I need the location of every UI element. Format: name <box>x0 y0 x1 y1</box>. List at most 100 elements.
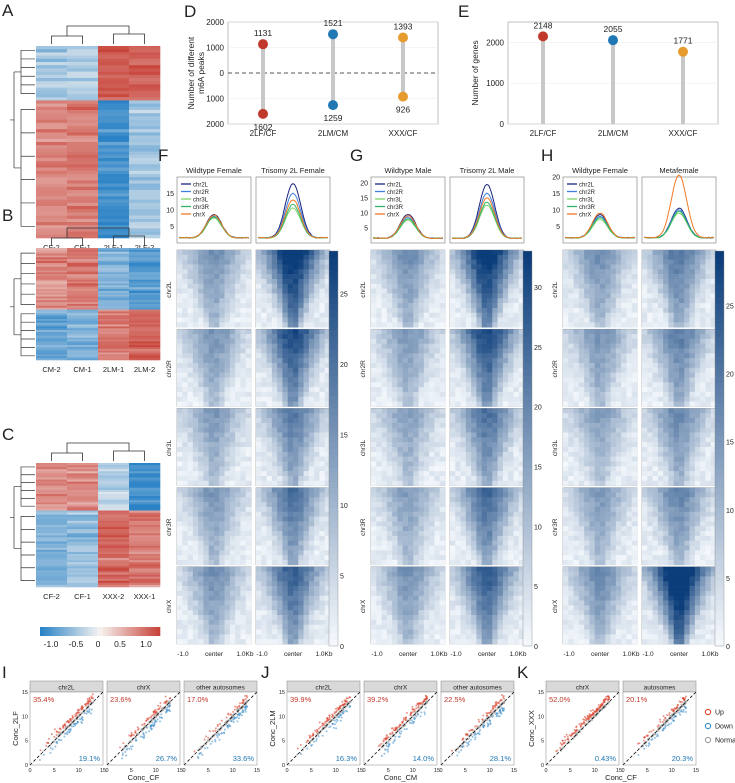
heatmap-cell <box>229 535 236 541</box>
heatmap-cell <box>513 278 520 285</box>
heatmap-cell <box>224 590 231 597</box>
heatmap-cell <box>308 600 315 606</box>
heatmap-cell <box>450 456 456 462</box>
heatmap-cell <box>298 605 304 611</box>
heatmap-cell <box>314 624 320 630</box>
heatmap-cell <box>513 418 520 424</box>
heatmap-cell <box>434 358 441 364</box>
heatmap-cell <box>129 332 161 335</box>
heatmap-cell <box>392 413 398 419</box>
heatmap-cell <box>198 396 204 402</box>
heatmap-cell <box>418 334 425 340</box>
heatmap-cell <box>129 138 161 143</box>
heatmap-cell <box>98 477 130 480</box>
heatmap-cell <box>298 377 304 383</box>
heatmap-cell <box>413 422 419 429</box>
heatmap-cell <box>492 418 498 424</box>
heatmap-cell <box>413 639 419 645</box>
heatmap-cell <box>208 624 215 630</box>
heatmap-cell <box>214 387 220 393</box>
heatmap-cell <box>303 466 310 472</box>
heatmap-cell <box>98 516 130 520</box>
heatmap-cell <box>98 277 130 281</box>
heatmap-cell <box>203 605 210 611</box>
heatmap-cell <box>271 471 278 477</box>
heatmap-cell <box>177 619 183 626</box>
heatmap-cell <box>497 418 504 424</box>
heatmap-cell <box>376 427 382 433</box>
heatmap-cell <box>67 496 99 499</box>
heatmap-cell <box>129 294 161 297</box>
heatmap-cell <box>229 362 236 369</box>
heatmap-cell <box>508 442 514 448</box>
heatmap-cell <box>271 559 278 566</box>
heatmap-cell <box>36 46 68 50</box>
heatmap-column-label: CF-1 <box>74 592 91 601</box>
heatmap-cell <box>224 492 231 498</box>
heatmap-cell <box>287 348 294 354</box>
heatmap-cell <box>319 619 326 626</box>
panel-letter-d: D <box>184 2 196 21</box>
heatmap-cell <box>492 461 498 467</box>
heatmap-cell <box>182 480 188 486</box>
heatmap-cell <box>287 250 294 256</box>
heatmap-cell <box>214 312 220 318</box>
heatmap-cell <box>261 526 267 532</box>
heatmap-cell <box>487 259 493 265</box>
heatmap-cell <box>224 307 231 314</box>
heatmap-cell <box>266 497 273 503</box>
heatmap-cell <box>413 629 419 635</box>
heatmap-cell <box>261 590 267 597</box>
heatmap-cell <box>397 586 404 592</box>
heatmap-cell <box>471 382 477 388</box>
heatmap-cell <box>423 442 430 448</box>
heatmap-cell <box>476 447 483 453</box>
heatmap-cell <box>418 511 425 517</box>
heatmap-cell <box>129 320 161 323</box>
heatmap-cell <box>98 272 130 275</box>
heatmap-cell <box>308 317 315 323</box>
heatmap-cell <box>235 492 241 498</box>
heatmap-cell <box>386 624 393 630</box>
heatmap-cell <box>287 550 294 556</box>
heatmap-cell <box>256 427 262 433</box>
heatmap-cell <box>224 343 231 349</box>
heatmap-cell <box>67 354 99 357</box>
heatmap-cell <box>476 322 483 328</box>
heatmap-cell <box>465 317 472 323</box>
heatmap-cell <box>508 293 514 299</box>
heatmap-cell <box>203 456 210 462</box>
colorbar-swatch <box>329 356 338 364</box>
heatmap-cell <box>513 382 520 388</box>
heatmap-cell <box>376 555 382 561</box>
heatmap-cell <box>219 629 225 635</box>
heatmap-cell <box>198 461 204 467</box>
heatmap-cell <box>214 531 220 537</box>
heatmap-cell <box>240 511 247 517</box>
heatmap-cell <box>208 307 215 314</box>
heatmap-cell <box>298 471 304 477</box>
heatmap-cell <box>219 254 225 260</box>
heatmap-cell <box>98 320 130 323</box>
heatmap-cell <box>36 345 68 348</box>
heatmap-cell <box>36 473 68 476</box>
heatmap-cell <box>271 545 278 551</box>
heatmap-cell <box>266 427 273 433</box>
heatmap-cell <box>423 338 430 344</box>
heatmap-cell <box>397 254 404 260</box>
heatmap-cell <box>67 289 99 292</box>
colorbar-swatch <box>329 290 338 298</box>
heatmap-cell <box>36 126 68 130</box>
heatmap-cell <box>245 634 252 640</box>
heatmap-cell <box>198 418 204 424</box>
heatmap-cell <box>434 624 441 630</box>
heatmap-cell <box>203 447 210 453</box>
heatmap-cell <box>277 586 283 592</box>
heatmap-cell <box>219 303 225 309</box>
heatmap-cell <box>67 132 99 136</box>
heatmap-cell <box>129 514 161 518</box>
heatmap-cell <box>282 629 289 635</box>
heatmap-cell <box>402 629 409 635</box>
heatmap-cell <box>429 437 435 443</box>
heatmap-cell <box>224 298 231 304</box>
